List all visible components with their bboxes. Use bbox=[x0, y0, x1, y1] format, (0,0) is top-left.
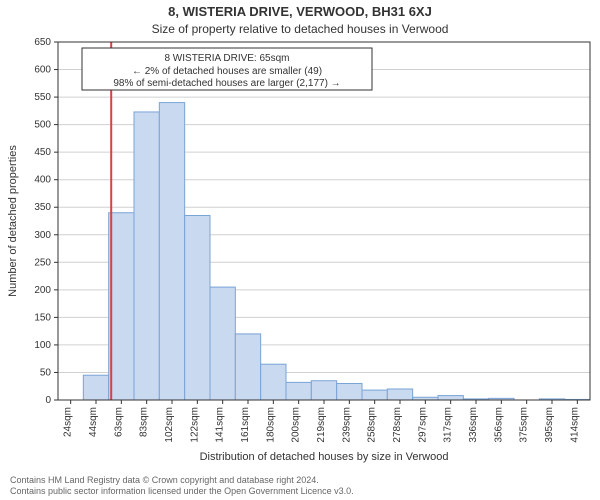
x-tick-label: 219sqm bbox=[316, 407, 327, 443]
histogram-bar bbox=[337, 383, 362, 400]
x-tick-label: 317sqm bbox=[443, 407, 454, 443]
chart-frame: 8, WISTERIA DRIVE, VERWOOD, BH31 6XJ Siz… bbox=[0, 0, 600, 500]
annotation-line-3: 98% of semi-detached houses are larger (… bbox=[113, 78, 340, 89]
histogram-bar bbox=[134, 112, 159, 400]
y-tick-label: 100 bbox=[34, 340, 51, 351]
chart-svg: 0 50 100 150 200 250 300 350 400 450 500 550 600 650 2… bbox=[0, 0, 600, 500]
x-tick-label: 278sqm bbox=[392, 407, 403, 443]
x-tick-label: 297sqm bbox=[417, 407, 428, 443]
y-tick-label: 450 bbox=[34, 147, 51, 158]
y-tick-label: 150 bbox=[34, 312, 51, 323]
annotation-line-2: ← 2% of detached houses are smaller (49) bbox=[132, 66, 322, 77]
y-tick-label: 50 bbox=[40, 367, 52, 378]
histogram-bar bbox=[286, 382, 311, 400]
histogram-bar bbox=[185, 215, 210, 400]
histogram-bar bbox=[210, 287, 235, 400]
histogram-bar bbox=[109, 213, 134, 400]
bars bbox=[83, 103, 590, 400]
y-tick-label: 650 bbox=[34, 37, 51, 48]
x-tick-label: 44sqm bbox=[88, 407, 99, 437]
x-tick-label: 141sqm bbox=[215, 407, 226, 443]
x-tick-label: 375sqm bbox=[519, 407, 530, 443]
chart-footnote: Contains HM Land Registry data © Crown c… bbox=[10, 475, 354, 498]
x-tick-label: 83sqm bbox=[139, 407, 150, 437]
x-tick-label: 102sqm bbox=[164, 407, 175, 443]
y-axis-label: Number of detached properties bbox=[7, 145, 19, 297]
histogram-bar bbox=[362, 390, 387, 400]
x-tick-label: 180sqm bbox=[265, 407, 276, 443]
histogram-bar bbox=[83, 375, 108, 400]
x-tick-label: 63sqm bbox=[113, 407, 124, 437]
y-tick-label: 600 bbox=[34, 65, 51, 76]
x-tick-label: 239sqm bbox=[341, 407, 352, 443]
x-axis-label: Distribution of detached houses by size … bbox=[200, 451, 449, 463]
x-tick-label: 395sqm bbox=[544, 407, 555, 443]
y-tick-label: 550 bbox=[34, 92, 51, 103]
y-tick-label: 500 bbox=[34, 120, 51, 131]
histogram-bar bbox=[235, 334, 260, 400]
y-tick-label: 350 bbox=[34, 202, 51, 213]
footnote-line-1: Contains HM Land Registry data © Crown c… bbox=[10, 475, 354, 486]
footnote-line-2: Contains public sector information licen… bbox=[10, 486, 354, 497]
chart-title: 8, WISTERIA DRIVE, VERWOOD, BH31 6XJ bbox=[0, 4, 600, 19]
x-tick-label: 336sqm bbox=[468, 407, 479, 443]
y-tick-label: 400 bbox=[34, 175, 51, 186]
histogram-bar bbox=[311, 381, 336, 400]
histogram-bar bbox=[438, 396, 463, 400]
annotation-line-1: 8 WISTERIA DRIVE: 65sqm bbox=[164, 53, 289, 64]
x-tick-label: 356sqm bbox=[493, 407, 504, 443]
x-tick-label: 258sqm bbox=[367, 407, 378, 443]
x-tick-label: 200sqm bbox=[291, 407, 302, 443]
y-tick-label: 200 bbox=[34, 285, 51, 296]
x-tick-label: 414sqm bbox=[569, 407, 580, 443]
histogram-bar bbox=[159, 103, 184, 400]
histogram-bar bbox=[261, 364, 286, 400]
x-tick-label: 24sqm bbox=[63, 407, 74, 437]
y-tick-label: 0 bbox=[45, 395, 51, 406]
y-tick-label: 250 bbox=[34, 257, 51, 268]
y-tick-label: 300 bbox=[34, 230, 51, 241]
chart-subtitle: Size of property relative to detached ho… bbox=[0, 22, 600, 36]
x-tick-label: 161sqm bbox=[240, 407, 251, 443]
x-tick-label: 122sqm bbox=[189, 407, 200, 443]
histogram-bar bbox=[387, 389, 412, 400]
